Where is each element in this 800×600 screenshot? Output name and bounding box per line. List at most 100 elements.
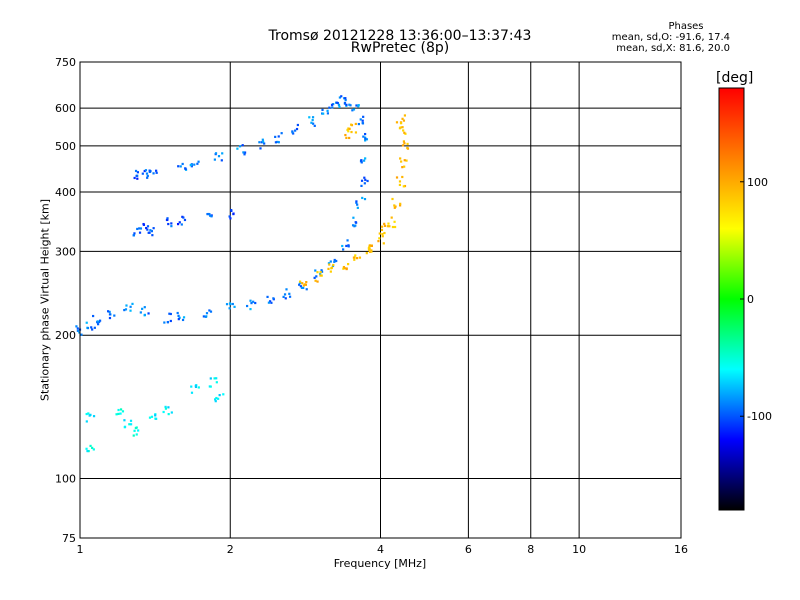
data-point bbox=[92, 415, 96, 418]
data-point bbox=[143, 313, 146, 317]
data-point bbox=[134, 426, 137, 430]
data-point bbox=[370, 244, 373, 248]
data-point bbox=[177, 314, 180, 317]
data-point bbox=[125, 304, 128, 307]
data-point bbox=[345, 267, 348, 270]
data-point bbox=[343, 101, 347, 105]
data-point bbox=[76, 329, 79, 332]
data-point bbox=[170, 411, 173, 414]
data-point bbox=[395, 121, 399, 124]
data-point bbox=[351, 224, 355, 227]
data-point bbox=[180, 223, 183, 226]
data-point bbox=[123, 308, 126, 312]
data-point bbox=[359, 118, 362, 121]
data-point bbox=[148, 170, 151, 173]
data-point bbox=[355, 221, 358, 224]
x-tick-label: 2 bbox=[227, 543, 234, 556]
data-point bbox=[177, 318, 180, 321]
data-point bbox=[348, 103, 351, 106]
data-point bbox=[398, 180, 402, 183]
data-point bbox=[163, 321, 166, 324]
data-point bbox=[311, 118, 314, 122]
data-point bbox=[87, 412, 90, 415]
data-point bbox=[362, 135, 365, 138]
data-point bbox=[78, 331, 81, 334]
data-point bbox=[154, 414, 157, 417]
data-point bbox=[134, 169, 138, 173]
data-point bbox=[352, 256, 356, 259]
data-point bbox=[108, 316, 112, 320]
data-point bbox=[310, 121, 313, 124]
data-point bbox=[144, 169, 148, 172]
data-point bbox=[345, 136, 348, 140]
data-point bbox=[143, 306, 146, 309]
data-point bbox=[403, 159, 406, 162]
data-point bbox=[344, 133, 347, 137]
y-tick-label: 100 bbox=[55, 473, 76, 486]
data-point bbox=[338, 105, 341, 108]
data-point bbox=[348, 127, 351, 130]
data-point bbox=[301, 282, 304, 285]
data-point bbox=[124, 308, 128, 311]
data-point bbox=[128, 423, 131, 426]
data-point bbox=[349, 104, 352, 107]
data-point bbox=[145, 226, 148, 230]
data-point bbox=[89, 444, 92, 448]
data-point bbox=[162, 410, 165, 414]
data-point bbox=[86, 449, 89, 453]
data-point bbox=[360, 159, 363, 162]
data-point bbox=[181, 162, 184, 166]
data-point bbox=[382, 242, 385, 245]
data-point bbox=[184, 167, 187, 170]
data-point bbox=[80, 333, 83, 336]
data-point bbox=[331, 106, 334, 109]
data-point bbox=[169, 312, 172, 316]
data-point bbox=[350, 123, 353, 126]
data-point bbox=[194, 384, 197, 387]
data-point bbox=[280, 132, 283, 135]
data-point bbox=[164, 405, 167, 409]
data-point bbox=[364, 157, 367, 160]
data-point bbox=[260, 141, 263, 144]
data-point bbox=[92, 448, 95, 451]
data-point bbox=[155, 171, 158, 174]
data-point bbox=[91, 328, 94, 331]
data-point bbox=[352, 108, 356, 111]
data-point bbox=[322, 112, 325, 115]
data-point bbox=[353, 258, 356, 261]
data-point bbox=[357, 105, 360, 108]
colorbar: 100 0 -100 bbox=[718, 87, 772, 511]
data-point bbox=[139, 311, 142, 314]
data-point bbox=[401, 166, 404, 169]
data-point bbox=[386, 225, 389, 228]
data-point bbox=[332, 103, 335, 106]
data-point bbox=[76, 327, 79, 330]
x-tick-label: 6 bbox=[465, 543, 472, 556]
data-point bbox=[363, 182, 366, 185]
data-point bbox=[393, 204, 396, 207]
data-point bbox=[387, 222, 390, 225]
data-point bbox=[202, 315, 205, 318]
data-point bbox=[363, 176, 366, 179]
data-point bbox=[129, 305, 132, 308]
data-point bbox=[277, 141, 280, 144]
data-point bbox=[154, 413, 157, 416]
data-point bbox=[272, 297, 275, 300]
data-point bbox=[87, 449, 90, 453]
data-point bbox=[406, 146, 409, 150]
data-point bbox=[241, 144, 244, 147]
data-point bbox=[398, 183, 402, 187]
data-point bbox=[296, 123, 299, 127]
data-point bbox=[209, 377, 212, 380]
data-point bbox=[228, 302, 232, 305]
data-point bbox=[210, 215, 213, 218]
data-point bbox=[402, 185, 405, 188]
data-point bbox=[222, 393, 225, 396]
data-point bbox=[340, 95, 343, 98]
plot-frame bbox=[79, 61, 682, 539]
data-point bbox=[146, 176, 149, 179]
data-point bbox=[394, 205, 397, 208]
data-point bbox=[181, 318, 185, 322]
y-tick-label: 200 bbox=[55, 329, 76, 342]
data-point bbox=[398, 204, 402, 207]
